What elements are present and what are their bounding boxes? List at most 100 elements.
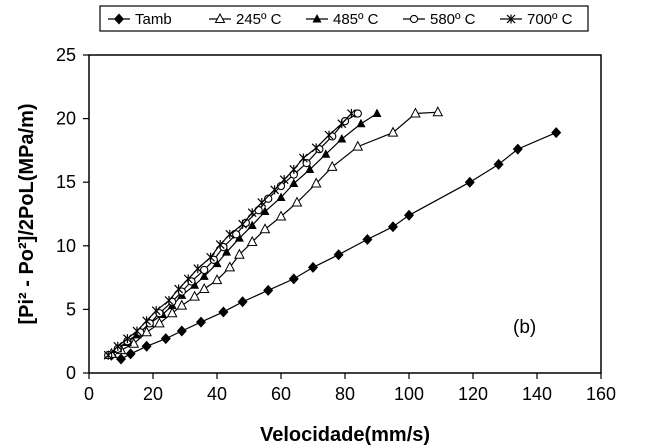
marker-triangle xyxy=(275,210,287,221)
data-point xyxy=(128,337,140,348)
data-point xyxy=(310,177,322,188)
marker-diamond xyxy=(404,209,414,221)
legend-item: 700º C xyxy=(500,11,573,28)
data-point xyxy=(410,107,421,118)
data-point xyxy=(238,219,248,229)
marker-circle xyxy=(254,206,263,215)
marker-diamond xyxy=(196,316,206,328)
data-point xyxy=(196,316,206,328)
data-point xyxy=(103,350,113,360)
data-point xyxy=(291,196,303,207)
marker-triangle xyxy=(312,14,322,23)
data-point xyxy=(114,13,124,25)
marker-triangle xyxy=(259,223,271,234)
marker-triangle xyxy=(372,108,382,118)
marker-diamond xyxy=(141,340,152,352)
series-485-c xyxy=(103,108,382,359)
data-point xyxy=(321,149,331,158)
legend-label: 700º C xyxy=(527,11,573,28)
legend-label: 580º C xyxy=(430,11,476,28)
data-point xyxy=(132,326,142,336)
marker-triangle xyxy=(166,307,178,318)
data-point xyxy=(218,306,229,318)
data-point xyxy=(356,118,366,128)
data-point xyxy=(404,209,414,221)
data-point xyxy=(224,261,236,272)
data-point xyxy=(211,274,223,285)
y-tick-label: 10 xyxy=(56,236,76,256)
y-axis: 0 5 10 15 20 25 xyxy=(56,45,89,383)
marker-diamond xyxy=(114,13,124,25)
marker-diamond xyxy=(333,249,344,261)
marker-triangle xyxy=(337,133,347,143)
data-point xyxy=(270,185,280,195)
data-point xyxy=(151,306,161,316)
data-point xyxy=(176,325,187,337)
data-point xyxy=(324,130,334,140)
marker-triangle xyxy=(154,317,165,328)
marker-triangle xyxy=(214,12,226,23)
marker-diamond xyxy=(551,127,562,139)
data-point xyxy=(246,235,258,246)
data-point xyxy=(160,333,171,345)
data-point xyxy=(337,119,347,129)
marker-triangle xyxy=(310,177,322,188)
data-point xyxy=(183,274,193,284)
marker-triangle xyxy=(234,248,245,259)
data-point xyxy=(200,265,209,275)
data-point xyxy=(176,299,188,310)
legend-item: 485º C xyxy=(306,11,379,28)
data-point xyxy=(305,164,315,173)
marker-triangle xyxy=(224,261,236,272)
y-tick-label: 20 xyxy=(56,109,76,129)
data-point xyxy=(264,194,273,203)
data-point xyxy=(189,290,200,301)
legend-label: Tamb xyxy=(135,11,172,28)
x-tick-label: 40 xyxy=(207,384,227,404)
x-tick-label: 20 xyxy=(143,384,163,404)
x-tick-label: 0 xyxy=(84,384,94,404)
data-point xyxy=(214,12,226,23)
marker-circle xyxy=(302,158,311,168)
legend-item: 245º C xyxy=(209,11,282,28)
marker-triangle xyxy=(246,235,258,246)
data-point xyxy=(260,206,270,215)
data-point xyxy=(198,282,210,294)
marker-triangle xyxy=(321,149,331,158)
series-tamb xyxy=(106,127,562,365)
marker-triangle xyxy=(128,337,140,348)
data-point xyxy=(493,158,504,170)
marker-diamond xyxy=(362,233,373,245)
data-point xyxy=(288,273,299,285)
data-point xyxy=(247,220,257,229)
marker-triangle xyxy=(289,178,299,187)
legend-item: Tamb xyxy=(108,11,172,28)
data-point xyxy=(512,143,523,155)
x-axis-title: Velocidade(mm/s) xyxy=(260,424,430,446)
data-point xyxy=(190,280,200,289)
data-point xyxy=(333,249,344,261)
data-point xyxy=(276,192,286,201)
data-point xyxy=(387,126,399,137)
data-point xyxy=(409,14,419,24)
data-point xyxy=(353,109,362,118)
data-point xyxy=(199,271,209,280)
marker-circle xyxy=(409,14,419,24)
data-point xyxy=(234,233,244,242)
marker-triangle xyxy=(356,118,366,128)
data-point xyxy=(311,143,321,153)
y-tick-label: 25 xyxy=(56,45,76,65)
data-point xyxy=(141,326,152,337)
marker-triangle xyxy=(276,192,286,201)
marker-triangle xyxy=(211,274,223,285)
marker-circle xyxy=(200,265,209,275)
data-point xyxy=(116,353,126,365)
y-tick-label: 5 xyxy=(66,299,76,319)
marker-triangle xyxy=(260,206,270,215)
data-point xyxy=(259,223,271,234)
data-point xyxy=(257,198,267,208)
marker-triangle xyxy=(305,164,315,173)
data-point xyxy=(222,247,232,256)
data-point xyxy=(289,178,299,187)
data-point xyxy=(122,334,132,344)
